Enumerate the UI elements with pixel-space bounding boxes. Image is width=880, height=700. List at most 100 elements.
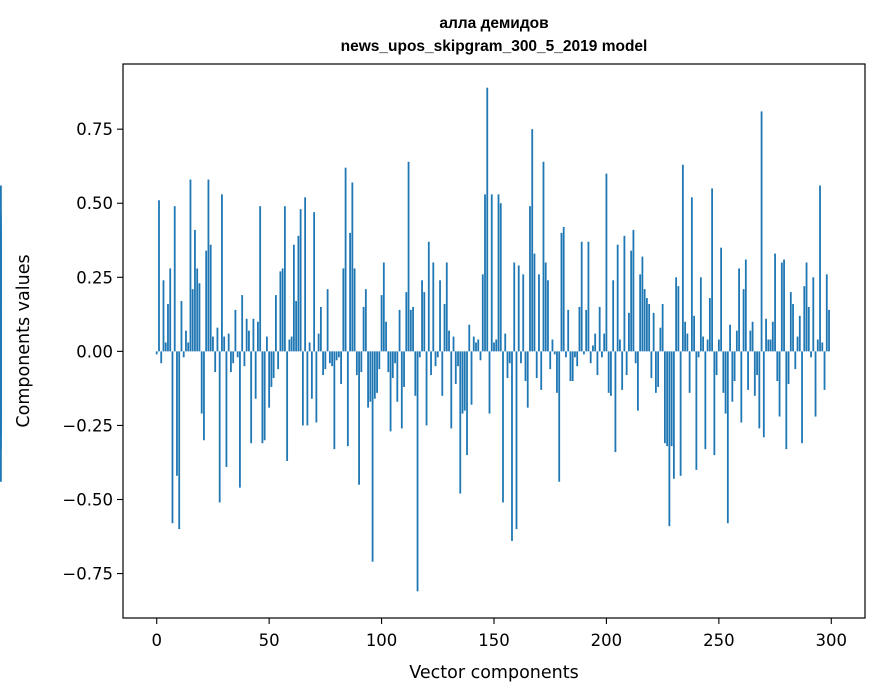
bar-component-289	[805, 262, 808, 352]
bar-component-173	[544, 262, 547, 352]
bars-group	[0, 87, 830, 592]
bar-component-264	[749, 330, 752, 352]
bar-component-199	[603, 333, 606, 352]
bar-component-7	[171, 351, 174, 524]
bar-component-278	[780, 262, 783, 352]
bar-component-269	[760, 111, 763, 352]
bar-component-198	[601, 351, 603, 358]
bar-component-239	[693, 315, 696, 352]
bar-component-84	[344, 167, 347, 352]
bar-component-181	[562, 226, 565, 352]
bar-component-39	[243, 351, 246, 367]
bar-component-245	[706, 339, 709, 352]
bar-component-296	[821, 342, 824, 352]
bar-component-283	[792, 303, 794, 352]
bar-component-28	[218, 351, 221, 503]
bar-component-161	[517, 265, 520, 352]
bar-component-72	[317, 333, 320, 352]
bar-component-298	[825, 274, 828, 352]
bar-component-63	[297, 235, 300, 352]
bar-component-265	[751, 321, 754, 352]
bar-component-218	[646, 298, 648, 352]
bar-component-23	[207, 179, 210, 352]
bar-component-261	[742, 289, 745, 352]
bar-component-259	[738, 268, 740, 352]
bar-component-112	[407, 161, 410, 352]
bar-component-102	[385, 321, 387, 352]
bar-component-235	[684, 321, 687, 352]
bar-component-33	[230, 351, 232, 373]
x-axis-label: Vector components	[409, 663, 578, 683]
bar-component-167	[531, 129, 534, 352]
bar-component-11	[180, 301, 183, 352]
x-tick-label: 0	[151, 631, 162, 650]
bar-component-230	[672, 351, 675, 479]
bar-component-273	[769, 339, 772, 352]
bar-component-294	[816, 339, 819, 352]
bar-component-12	[182, 351, 185, 358]
bar-component-146	[484, 194, 486, 352]
bar-component-272	[767, 339, 770, 352]
bar-component-134	[457, 351, 459, 367]
bar-component-59	[288, 339, 291, 352]
x-tick-label: 250	[703, 631, 735, 650]
bar-component-193	[589, 351, 592, 364]
bar-component-91	[360, 351, 363, 373]
bar-component-87	[351, 182, 354, 352]
bar-component-40	[245, 318, 248, 352]
bar-component-293	[814, 351, 817, 417]
y-tick-label: 0.75	[76, 120, 113, 139]
bar-component-236	[686, 333, 689, 352]
bar-component-32	[227, 333, 230, 352]
bar-component-180	[560, 232, 563, 352]
bar-component-98	[376, 351, 378, 393]
bar-component-117	[418, 351, 421, 358]
bar-component-36	[236, 351, 239, 358]
bar-component-113	[409, 309, 412, 352]
bar-component-53	[275, 295, 277, 352]
bar-component-163	[522, 274, 525, 352]
bar-component-42	[250, 351, 253, 444]
bar-component-105	[391, 351, 394, 379]
bar-component-297	[823, 351, 826, 390]
bar-component-206	[619, 339, 621, 352]
bar-component-292	[812, 277, 815, 352]
bar-component-227	[666, 351, 669, 447]
bar-component-279	[783, 259, 785, 352]
bar-component-170	[538, 274, 540, 352]
bar-component-96	[371, 351, 374, 562]
y-tick-label: −0.25	[62, 416, 113, 435]
y-tick-label: −0.50	[62, 490, 113, 509]
bar-component-243	[702, 336, 705, 352]
bar-component-38	[241, 295, 244, 352]
bar-component-240	[695, 351, 698, 470]
bar-component-263	[747, 351, 749, 390]
chart-title-line-2: news_upos_skipgram_300_5_2019 model	[341, 38, 648, 55]
bar-component-225	[661, 303, 664, 352]
bar-component-208	[623, 235, 626, 352]
bar-component-168	[533, 253, 536, 352]
bar-component-145	[481, 274, 484, 352]
y-tick-label: 0.50	[76, 194, 113, 213]
y-tick-label: 0.00	[76, 342, 113, 361]
bar-component-58	[286, 351, 289, 461]
plot-frame	[122, 63, 866, 619]
bar-component-234	[681, 164, 684, 352]
bar-component-149	[490, 194, 493, 352]
bar-component-70	[313, 212, 316, 352]
bar-component-13	[185, 330, 187, 352]
bar-component-78	[331, 351, 334, 367]
x-tick-label: 150	[478, 631, 510, 650]
bar-component-299	[828, 309, 830, 352]
bar-component-233	[679, 351, 682, 476]
bar-component-65	[301, 351, 304, 426]
bar-component-74	[322, 351, 325, 376]
bar-component-152	[497, 194, 500, 352]
bar-component-232	[677, 286, 680, 352]
bar-component-48	[263, 351, 266, 441]
bar-component-129	[445, 262, 448, 352]
bar-component-104	[389, 351, 392, 432]
bar-component-99	[378, 351, 381, 370]
bar-component-140	[470, 351, 473, 405]
bar-component-20	[200, 351, 203, 414]
